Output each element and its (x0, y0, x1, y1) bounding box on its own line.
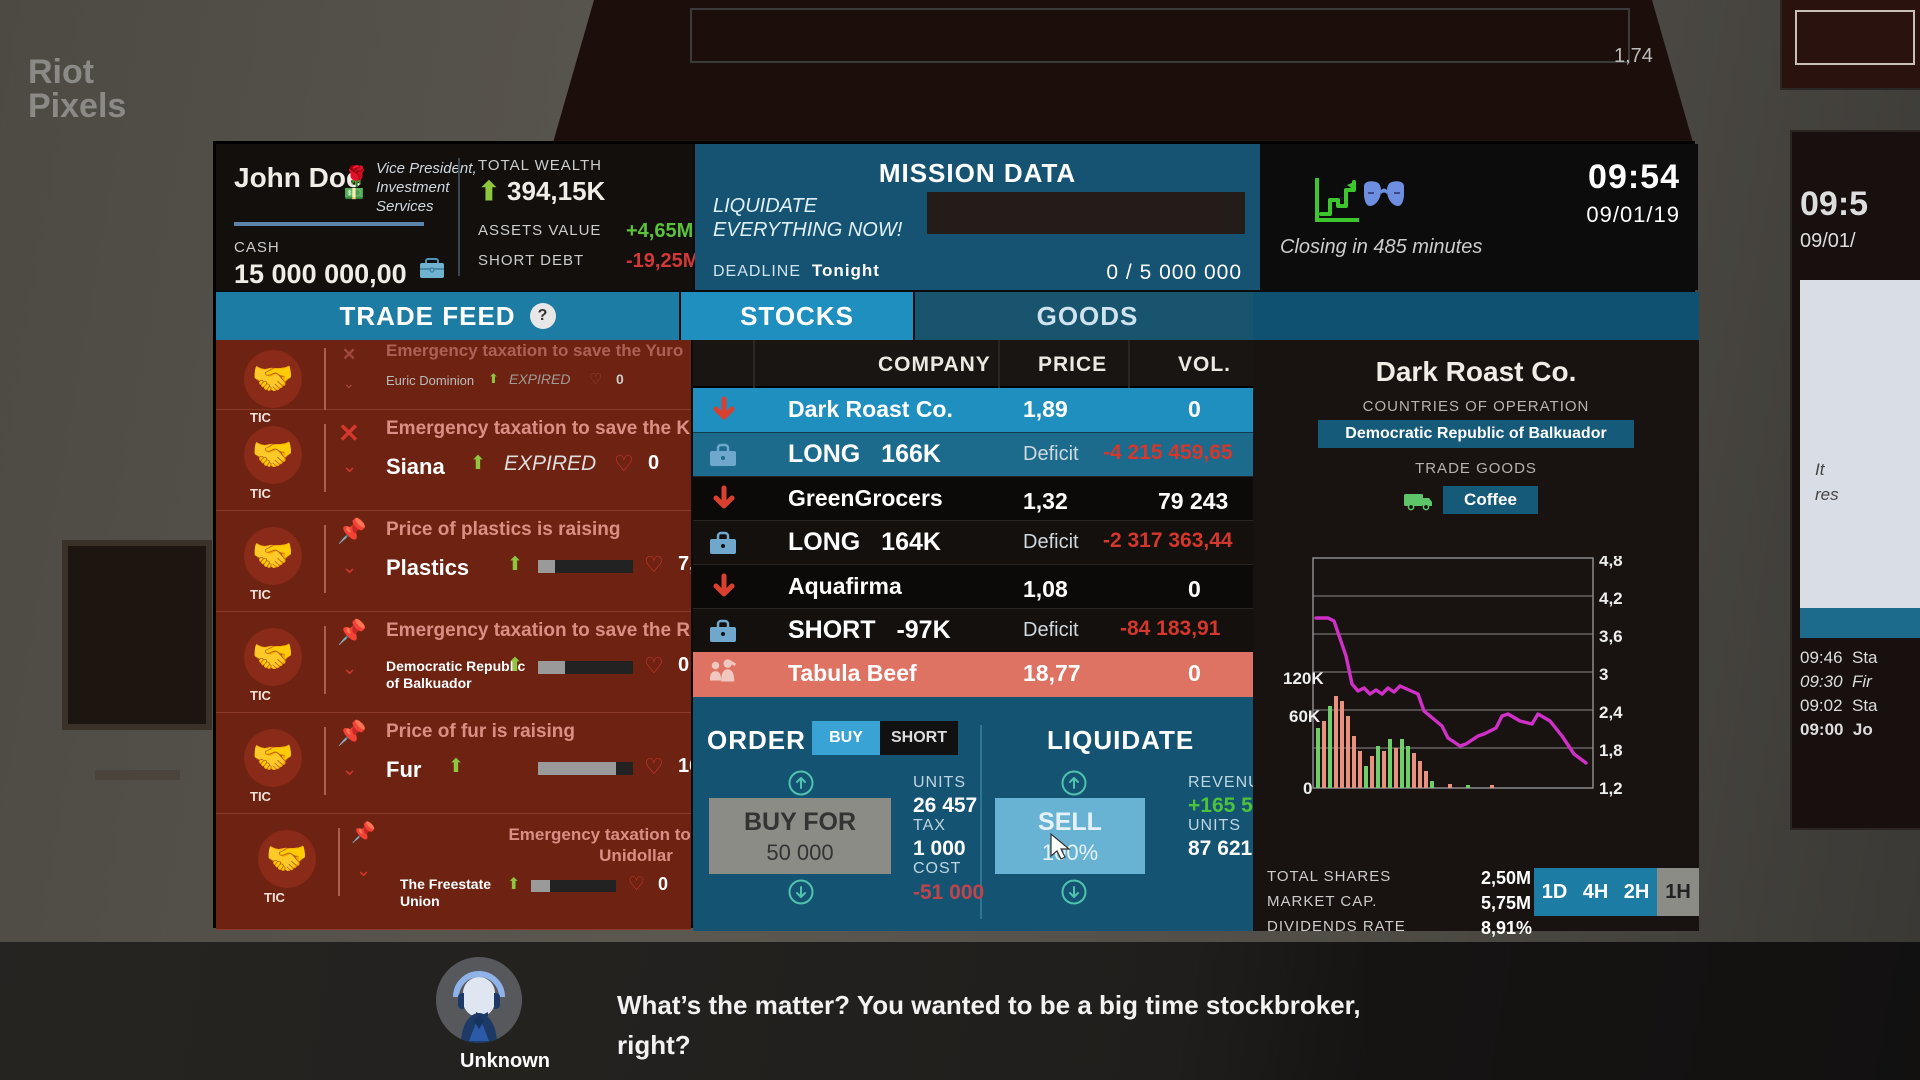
svg-text:120K: 120K (1283, 669, 1324, 688)
svg-text:3,6: 3,6 (1599, 627, 1623, 646)
svg-text:0: 0 (1303, 779, 1312, 798)
svg-text:1,8: 1,8 (1599, 741, 1623, 760)
svg-text:4,2: 4,2 (1599, 589, 1623, 608)
svg-text:4,8: 4,8 (1599, 556, 1623, 570)
svg-text:60K: 60K (1289, 707, 1321, 726)
svg-text:2,4: 2,4 (1599, 703, 1623, 722)
svg-text:1,2: 1,2 (1599, 779, 1623, 798)
svg-text:3: 3 (1599, 665, 1608, 684)
